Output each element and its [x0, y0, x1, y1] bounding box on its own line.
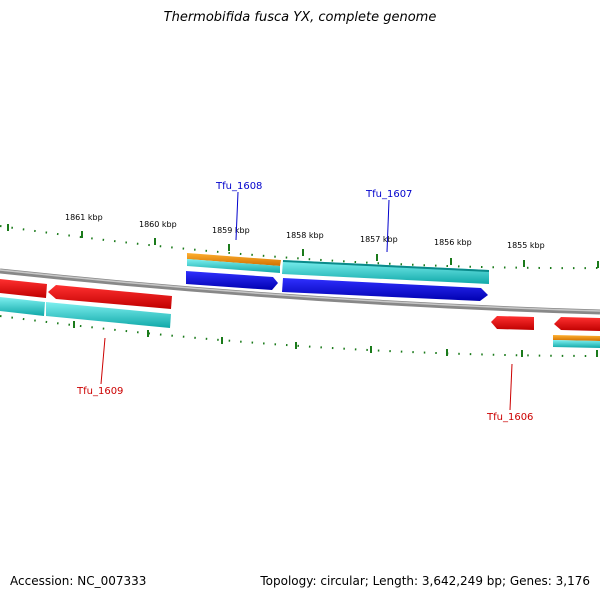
cds-tfu-1607[interactable] — [282, 278, 488, 301]
rna-feature[interactable] — [282, 260, 489, 284]
accession-text: Accession: NC_007333 — [10, 574, 147, 588]
scale-label: 1855 kbp — [507, 241, 545, 250]
rna-feature[interactable] — [46, 302, 171, 328]
cds-tfu-1608[interactable] — [186, 271, 278, 290]
scale-label: 1856 kbp — [434, 238, 472, 247]
gene-label-tfu-1606[interactable]: Tfu_1606 — [486, 412, 533, 423]
leader-line-tfu-1609 — [100, 337, 106, 385]
outer-tick-track — [0, 224, 600, 270]
gene-label-tfu-1608[interactable]: Tfu_1608 — [215, 181, 262, 192]
forward-strand-features — [186, 253, 489, 301]
rna-feature[interactable] — [553, 340, 600, 348]
cds-tfu-1609[interactable] — [48, 285, 172, 309]
cds-tfu-1606[interactable] — [491, 316, 534, 330]
gene-label-tfu-1609[interactable]: Tfu_1609 — [76, 386, 123, 397]
leader-line-tfu-1608 — [235, 191, 239, 241]
rna-feature[interactable] — [0, 297, 45, 316]
gene-label-tfu-1607[interactable]: Tfu_1607 — [365, 189, 412, 200]
scale-label: 1861 kbp — [65, 213, 103, 222]
scale-label: 1858 kbp — [286, 231, 324, 240]
genome-backbone — [0, 268, 600, 315]
scale-label: 1857 kbp — [360, 235, 398, 244]
scale-labels: 1861 kbp 1860 kbp 1859 kbp 1858 kbp 1857… — [65, 213, 545, 250]
inner-tick-track — [0, 315, 600, 357]
leader-line-tfu-1606 — [509, 363, 513, 411]
cds-feature[interactable] — [0, 279, 47, 298]
map-title: Thermobifida fusca YX, complete genome — [163, 10, 437, 25]
scale-label: 1859 kbp — [212, 226, 250, 235]
rna-feature[interactable] — [553, 335, 600, 341]
cds-feature[interactable] — [554, 317, 600, 331]
rna-feature[interactable] — [187, 259, 280, 273]
leader-line-tfu-1607 — [386, 199, 390, 253]
rna-feature[interactable] — [187, 253, 281, 266]
scale-label: 1860 kbp — [139, 220, 177, 229]
genome-summary-text: Topology: circular; Length: 3,642,249 bp… — [260, 574, 590, 588]
reverse-strand-features — [0, 279, 600, 348]
